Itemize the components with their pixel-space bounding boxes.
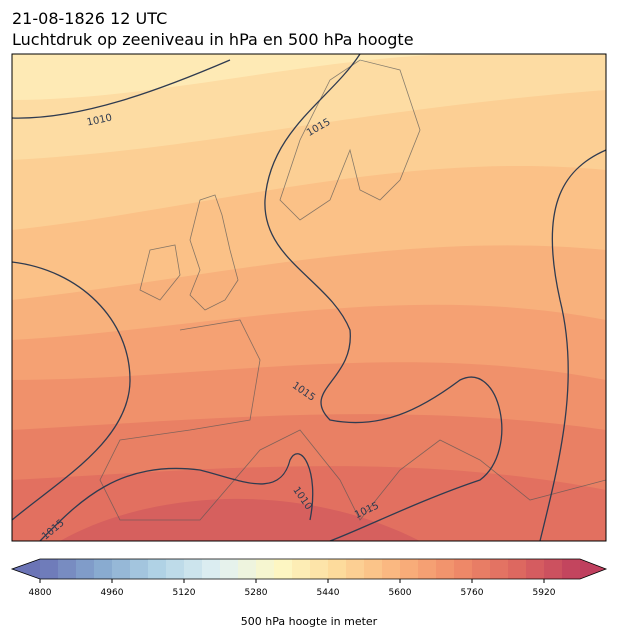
colorbar-bin [58, 559, 77, 579]
colorbar-bin [418, 559, 437, 579]
colorbar: 4800 4960 5120 5280 5440 5600 5760 5920 [10, 558, 608, 598]
contour-label: 1010 [86, 113, 113, 129]
colorbar-bin [364, 559, 383, 579]
colorbar-bin [346, 559, 365, 579]
band [60, 498, 420, 541]
coastline [99, 319, 606, 521]
colorbar-bin [526, 559, 545, 579]
colorbar-bin [472, 559, 491, 579]
coastline [279, 59, 421, 221]
colorbar-bin [274, 559, 293, 579]
colorbar-bin [184, 559, 203, 579]
colorbar-bin [490, 559, 509, 579]
map: 1010 1015 1015 1010 1015 1015 [11, 53, 607, 542]
colorbar-bin [544, 559, 563, 579]
colorbar-bin [292, 559, 311, 579]
colorbar-bin [76, 559, 95, 579]
colorbar-bin [562, 559, 581, 579]
colorbar-bin [256, 559, 275, 579]
isobar [12, 59, 231, 119]
colorbar-bin [238, 559, 257, 579]
subtitle: Luchtdruk op zeeniveau in hPa en 500 hPa… [12, 30, 414, 49]
colorbar-bin [148, 559, 167, 579]
isobar [39, 453, 314, 541]
colorbar-bin [328, 559, 347, 579]
colorbar-bin [202, 559, 221, 579]
colorbar-bin [40, 559, 59, 579]
colorbar-extend [580, 559, 606, 579]
colorbar-bin [382, 559, 401, 579]
colorbar-tick-label: 5280 [245, 588, 268, 598]
colorbar-tick-label: 5600 [389, 588, 412, 598]
colorbar-frame [10, 558, 608, 580]
title: 21-08-1826 12 UTC [12, 9, 167, 28]
colorbar-tick-label: 4960 [101, 588, 124, 598]
isobar [539, 149, 606, 541]
colorbar-tick-label: 4800 [29, 588, 52, 598]
colorbar-bin [166, 559, 185, 579]
colorbar-extend [12, 559, 40, 579]
colorbar-label: 500 hPa hoogte in meter [241, 615, 378, 628]
colorbar-bin [310, 559, 329, 579]
coastline [139, 194, 239, 311]
colorbar-bin [94, 559, 113, 579]
isobar [264, 54, 503, 541]
colorbar-bin [436, 559, 455, 579]
colorbar-bin [508, 559, 527, 579]
map-frame [11, 53, 607, 542]
colorbar-bin [112, 559, 131, 579]
colorbar-tick-label: 5440 [317, 588, 340, 598]
colorbar-bin [400, 559, 419, 579]
colorbar-tick-label: 5920 [533, 588, 556, 598]
colorbar-bin [454, 559, 473, 579]
colorbar-tick-label: 5120 [173, 588, 196, 598]
colorbar-bin [220, 559, 239, 579]
colorbar-bin [130, 559, 149, 579]
isobar [12, 261, 131, 521]
colorbar-tick-label: 5760 [461, 588, 484, 598]
